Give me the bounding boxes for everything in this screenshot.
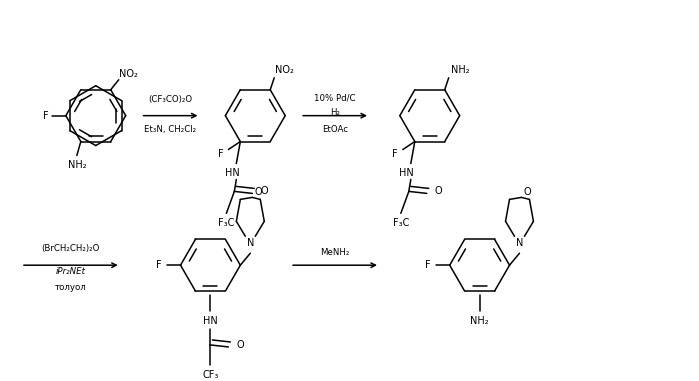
Text: N: N xyxy=(247,238,254,248)
Text: H₂: H₂ xyxy=(330,108,340,117)
Text: F₃C: F₃C xyxy=(393,218,409,228)
Text: HN: HN xyxy=(203,316,218,326)
Text: толуол: толуол xyxy=(55,283,87,291)
Text: F: F xyxy=(156,260,161,270)
Text: CF₃: CF₃ xyxy=(202,370,219,380)
Text: (CF₃CO)₂O: (CF₃CO)₂O xyxy=(148,95,193,104)
Text: F: F xyxy=(43,110,49,121)
Text: Et₃N, CH₂Cl₂: Et₃N, CH₂Cl₂ xyxy=(145,125,196,134)
Text: NH₂: NH₂ xyxy=(470,316,489,326)
Text: O: O xyxy=(524,187,531,197)
Text: O: O xyxy=(236,340,244,350)
Text: NH₂: NH₂ xyxy=(452,65,470,75)
Text: N: N xyxy=(516,238,523,248)
Text: HN: HN xyxy=(225,168,240,178)
Text: 10% Pd/C: 10% Pd/C xyxy=(315,93,356,102)
Text: NO₂: NO₂ xyxy=(120,69,138,79)
Text: NO₂: NO₂ xyxy=(275,65,294,75)
Text: F: F xyxy=(425,260,431,270)
Text: O: O xyxy=(435,186,442,196)
Text: MeNH₂: MeNH₂ xyxy=(320,248,350,257)
Text: F: F xyxy=(392,149,398,158)
Text: (BrCH₂CH₂)₂O: (BrCH₂CH₂)₂O xyxy=(42,244,100,253)
Text: F: F xyxy=(217,149,223,158)
Text: HN: HN xyxy=(399,168,415,178)
Text: O: O xyxy=(254,187,262,197)
Text: NH₂: NH₂ xyxy=(68,160,86,170)
Text: O: O xyxy=(261,186,268,196)
Text: iPr₂NEt: iPr₂NEt xyxy=(56,267,86,276)
Text: F₃C: F₃C xyxy=(218,218,235,228)
Text: EtOAc: EtOAc xyxy=(322,125,348,134)
